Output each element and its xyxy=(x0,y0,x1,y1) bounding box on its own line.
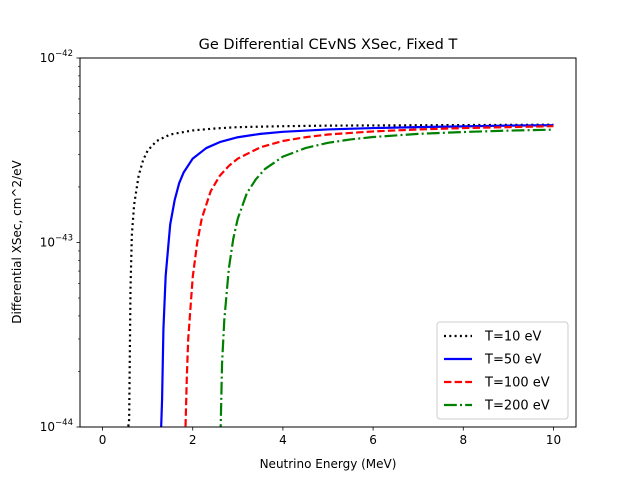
y-axis: 10−44 10−43 10−42 xyxy=(40,49,80,434)
x-axis: 0 2 4 6 8 10 xyxy=(99,427,561,447)
x-tick-label: 8 xyxy=(459,433,467,447)
series-layer xyxy=(127,123,554,427)
chart-title: Ge Differential CEvNS XSec, Fixed T xyxy=(199,37,458,53)
series-line-1 xyxy=(127,123,554,427)
legend-label-1: T=10 eV xyxy=(484,330,542,345)
x-tick-label: 4 xyxy=(279,433,287,447)
y-tick-label: 10−42 xyxy=(40,49,73,65)
legend-frame xyxy=(436,321,569,420)
y-axis-label: Differential XSec, cm^2/eV xyxy=(10,159,24,323)
x-axis-label: Neutrino Energy (MeV) xyxy=(260,457,397,471)
x-tick-label: 2 xyxy=(189,433,197,447)
y-tick-label: 10−43 xyxy=(40,234,73,250)
legend-label-3: T=100 eV xyxy=(484,376,550,391)
series-line-3 xyxy=(184,125,554,427)
x-tick-label: 10 xyxy=(546,433,561,447)
y-tick-label: 10−44 xyxy=(40,418,73,434)
x-tick-label: 6 xyxy=(369,433,377,447)
x-tick-label: 0 xyxy=(99,433,107,447)
legend: T=10 eV T=50 eV T=100 eV T=200 eV xyxy=(436,321,569,420)
legend-label-4: T=200 eV xyxy=(484,399,550,414)
series-line-4 xyxy=(219,128,554,427)
legend-label-2: T=50 eV xyxy=(484,353,542,368)
series-line-2 xyxy=(160,124,554,427)
